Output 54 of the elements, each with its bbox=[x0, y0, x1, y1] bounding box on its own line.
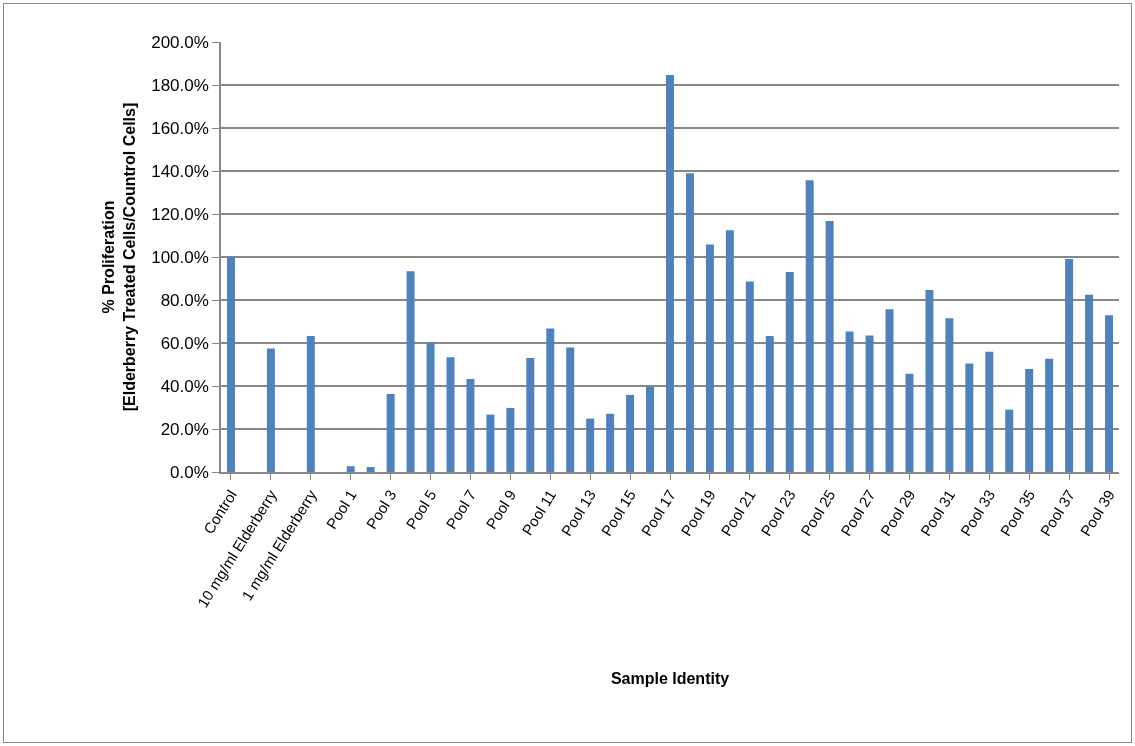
bar bbox=[745, 281, 754, 472]
y-tick-label: 0.0% bbox=[170, 462, 209, 482]
bar bbox=[905, 373, 914, 472]
bar bbox=[226, 257, 235, 472]
bar bbox=[606, 413, 615, 472]
bar bbox=[526, 358, 535, 472]
bar bbox=[785, 272, 794, 472]
bar bbox=[546, 328, 555, 472]
bar bbox=[306, 335, 315, 472]
bar bbox=[845, 331, 854, 472]
y-tick-label: 140.0% bbox=[151, 161, 209, 181]
bar bbox=[1005, 409, 1014, 472]
bar bbox=[346, 466, 355, 472]
bar bbox=[586, 418, 595, 472]
bar bbox=[1025, 369, 1034, 472]
bar bbox=[725, 230, 734, 472]
bar bbox=[885, 309, 894, 472]
bar bbox=[965, 363, 974, 472]
bar bbox=[945, 318, 954, 472]
bar bbox=[1105, 315, 1114, 472]
y-tick-label: 60.0% bbox=[160, 333, 209, 353]
y-tick-label: 120.0% bbox=[151, 204, 209, 224]
y-tick-label: 180.0% bbox=[151, 75, 209, 95]
bar bbox=[506, 407, 515, 472]
bar bbox=[1065, 258, 1074, 472]
bar bbox=[985, 351, 994, 472]
bar bbox=[366, 467, 375, 472]
bar bbox=[666, 74, 674, 472]
bar bbox=[705, 244, 714, 472]
y-tick-label: 80.0% bbox=[160, 290, 209, 310]
bar bbox=[566, 347, 575, 472]
bar bbox=[266, 348, 275, 472]
bar bbox=[646, 386, 655, 472]
bar bbox=[765, 336, 774, 472]
bar bbox=[1045, 358, 1054, 472]
bar bbox=[466, 379, 475, 472]
x-axis-title: Sample Identity bbox=[610, 670, 730, 687]
bar bbox=[865, 335, 874, 472]
bar bbox=[426, 342, 435, 472]
y-tick-label: 160.0% bbox=[151, 118, 209, 138]
bar bbox=[685, 173, 694, 472]
bar bbox=[1085, 294, 1094, 472]
y-tick-label: 20.0% bbox=[160, 419, 209, 439]
y-axis-title: % Proliferation [Elderberry Treated Cells/Countrol Cells] bbox=[99, 102, 138, 412]
bar bbox=[486, 414, 495, 472]
bar bbox=[406, 271, 415, 472]
bar bbox=[805, 180, 814, 472]
y-tick-label: 40.0% bbox=[160, 376, 209, 396]
y-tick-label: 100.0% bbox=[151, 247, 209, 267]
y-tick-label: 200.0% bbox=[151, 32, 209, 52]
bar bbox=[386, 393, 395, 472]
bar bbox=[925, 290, 934, 472]
bar bbox=[825, 221, 834, 472]
bar bbox=[626, 394, 635, 472]
